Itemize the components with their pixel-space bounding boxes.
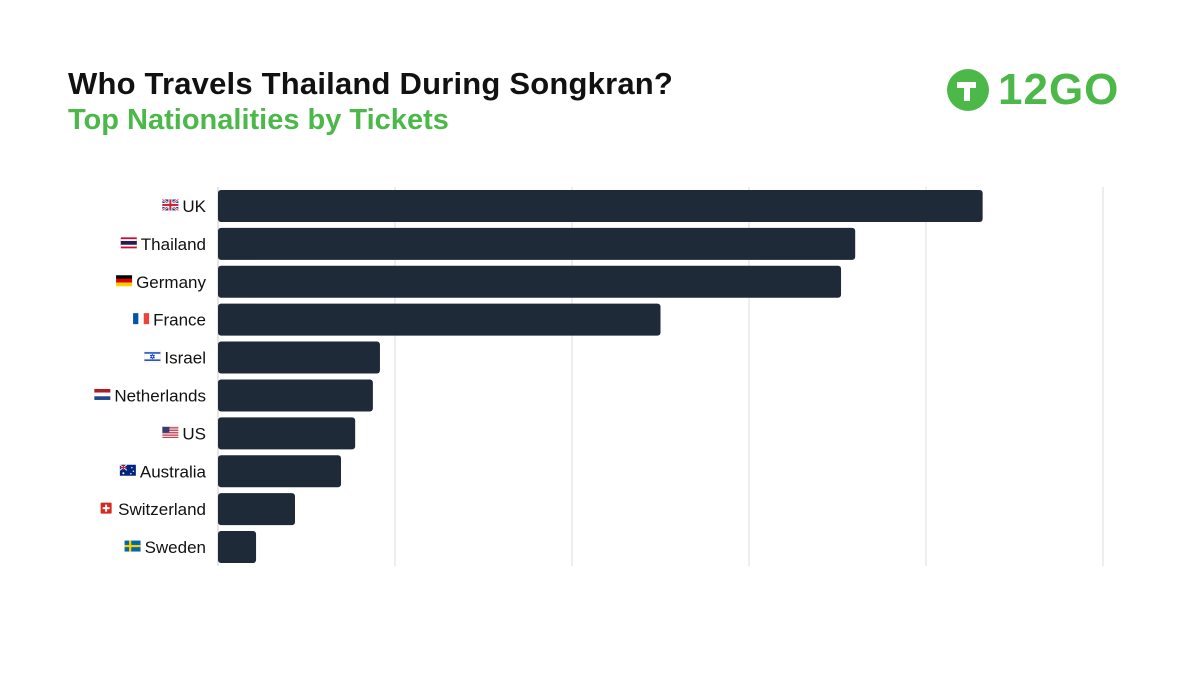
netherlands-flag-icon <box>94 388 111 400</box>
category-label: Israel <box>164 349 206 368</box>
category-label: US <box>182 424 206 443</box>
category-label: Sweden <box>145 538 206 557</box>
category-label: Australia <box>140 462 207 481</box>
germany-flag-icon <box>116 275 133 287</box>
bar-switzerland <box>218 493 295 526</box>
bar-germany <box>218 265 842 298</box>
chart-title: Who Travels Thailand During Songkran? <box>68 66 674 101</box>
israel-flag-icon <box>144 350 161 363</box>
sweden-flag-icon <box>124 540 141 552</box>
category-label: UK <box>182 197 206 216</box>
australia-flag-icon <box>119 464 136 476</box>
chart-subtitle: Top Nationalities by Tickets <box>68 104 449 136</box>
bar-netherlands <box>218 379 373 412</box>
bar-france <box>218 303 661 336</box>
us-flag-icon <box>162 426 179 438</box>
category-label: Switzerland <box>118 500 206 519</box>
switzerland-flag-icon <box>100 502 112 514</box>
category-label: France <box>153 311 206 330</box>
france-flag-icon <box>133 313 150 325</box>
category-label: Thailand <box>141 235 206 254</box>
bar-us <box>218 417 356 450</box>
bar-australia <box>218 455 342 488</box>
category-label: Germany <box>136 273 206 292</box>
logo-mark-icon <box>947 69 989 111</box>
bar-uk <box>218 189 983 222</box>
bar-israel <box>218 341 380 374</box>
bar-sweden <box>218 531 257 564</box>
thailand-flag-icon <box>120 237 137 249</box>
category-label: Netherlands <box>114 386 206 405</box>
logo-text: 12GO <box>998 65 1120 114</box>
brand-logo: 12GO <box>946 68 1119 112</box>
uk-flag-icon <box>161 198 179 212</box>
bar-thailand <box>218 227 856 260</box>
